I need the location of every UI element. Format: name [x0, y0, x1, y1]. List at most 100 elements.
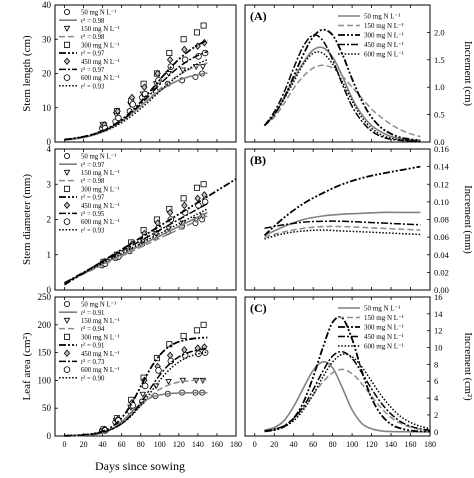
- data-point: [166, 56, 174, 64]
- legend-label: r² = 0.73: [81, 359, 105, 366]
- x-tick-label: 140: [385, 440, 397, 449]
- x-tick-label: 160: [211, 440, 223, 449]
- legend-label: r² = 0.93: [81, 83, 105, 90]
- legend-marker: [64, 333, 71, 340]
- legend-marker: [63, 317, 71, 324]
- data-point: [200, 321, 207, 328]
- data-point: [200, 22, 207, 29]
- legend-label: 450 mg N L⁻¹: [364, 333, 404, 341]
- data-point: [180, 36, 187, 43]
- legend-label: 150 mg N L⁻¹: [364, 22, 404, 30]
- data-point: [181, 201, 188, 210]
- y-tick-label: 0: [47, 285, 52, 295]
- x-tick-label: 20: [270, 440, 278, 449]
- data-point: [166, 341, 173, 348]
- legend-label: 150 mg N L⁻¹: [364, 314, 404, 322]
- legend-label: 150 mg N L⁻¹: [81, 318, 120, 325]
- data-point: [165, 379, 172, 385]
- legend-label: 600 mg N L⁻¹: [81, 75, 120, 82]
- x-tick-label: 80: [329, 440, 337, 449]
- x-tick-label: 60: [309, 440, 317, 449]
- y-tick-label: 200: [38, 320, 52, 330]
- x-tick-label: 100: [154, 440, 166, 449]
- legend-label: 50 mg N L⁻¹: [81, 154, 116, 161]
- data-point: [154, 69, 161, 78]
- data-point: [193, 184, 200, 191]
- y-tick-label: 50: [42, 403, 52, 413]
- y-tick-label: 0.08: [434, 215, 449, 225]
- legend-label: r² = 0.95: [81, 211, 105, 218]
- chart-panel-stem-diameter-increment: 0.00 0.02 0.04 0.06 0.08 0.10 0.12 0.14 0.16 Incr…: [244, 144, 473, 295]
- legend-label: r² = 0.90: [81, 375, 105, 382]
- y-tick-label: 10: [434, 343, 443, 353]
- data-point: [181, 346, 188, 354]
- y-tick-label: 4: [47, 144, 52, 154]
- data-point: [201, 191, 208, 199]
- data-point: [179, 67, 187, 74]
- legend-label: 50 mg N L⁻¹: [81, 10, 116, 17]
- increment-line-series-0: [264, 361, 431, 433]
- legend-label: 300 mg N L⁻¹: [81, 186, 120, 193]
- legend-label: 450 mg N L⁻¹: [81, 59, 120, 66]
- data-point: [141, 382, 149, 390]
- x-tick-label: 80: [137, 440, 145, 449]
- legend-label: 450 mg N L⁻¹: [364, 41, 404, 49]
- legend-marker: [63, 57, 71, 65]
- fit-line-series-3: [64, 202, 208, 284]
- legend-marker: [63, 74, 71, 81]
- y-tick-label: 8: [434, 359, 438, 369]
- legend-marker: [63, 366, 71, 373]
- legend-marker: [63, 169, 71, 176]
- plot-frame: [54, 296, 237, 437]
- y-tick-label: 100: [38, 375, 52, 385]
- legend-label: 300 mg N L⁻¹: [81, 42, 120, 49]
- legend-marker: [64, 300, 71, 307]
- x-tick-label: 140: [192, 440, 204, 449]
- increment-line-series-1: [264, 64, 421, 138]
- y-tick-label: 16: [434, 292, 443, 302]
- y-tick-label: 0.00: [434, 285, 449, 295]
- legend-label: 50 mg N L⁻¹: [81, 302, 116, 309]
- data-point: [199, 64, 207, 71]
- x-tick-label: 40: [99, 440, 107, 449]
- legend-marker: [64, 41, 71, 48]
- x-tick-label: 160: [405, 440, 417, 449]
- y-tick-label: 3: [47, 179, 52, 189]
- legend-label: 50 mg N L⁻¹: [364, 13, 400, 21]
- data-point: [129, 101, 136, 108]
- increment-line-series-0: [264, 211, 421, 237]
- legend-label: r² = 0.98: [81, 34, 105, 41]
- y-tick-label: 0.5: [434, 110, 445, 120]
- y-tick-label: 2: [47, 215, 52, 225]
- y-tick-label: 0.12: [434, 179, 449, 189]
- legend-label: r² = 0.98: [81, 178, 105, 185]
- shared-x-axis-label: Days since sowing: [95, 459, 185, 473]
- legend-label: 150 mg N L⁻¹: [81, 170, 120, 177]
- y-tick-label: 1.5: [434, 55, 445, 65]
- y-tick-label: 12: [434, 326, 443, 336]
- data-point: [166, 208, 174, 217]
- fit-line-series-3: [64, 50, 208, 141]
- data-point: [180, 332, 187, 339]
- y-tick-label: 0.14: [434, 162, 450, 172]
- y-axis-label: Increment (cm²): [462, 332, 473, 401]
- fit-line-series-1: [64, 62, 208, 141]
- increment-line-series-3: [264, 350, 431, 432]
- x-tick-label: 60: [118, 440, 126, 449]
- y-tick-label: 0.06: [434, 232, 449, 242]
- fit-line-series-1: [64, 215, 208, 284]
- y-tick-label: 14: [434, 309, 443, 319]
- x-tick-label: 40: [290, 440, 298, 449]
- y-tick-label: 250: [38, 292, 52, 302]
- x-tick-label: 180: [230, 440, 242, 449]
- data-point: [166, 49, 173, 56]
- legend-label: 150 mg N L⁻¹: [81, 26, 120, 33]
- increment-line-series-3: [263, 34, 421, 143]
- x-tick-label: 0: [63, 440, 67, 449]
- data-point: [115, 114, 122, 122]
- y-tick-label: 0.10: [434, 197, 449, 207]
- y-tick-label: 150: [38, 348, 52, 358]
